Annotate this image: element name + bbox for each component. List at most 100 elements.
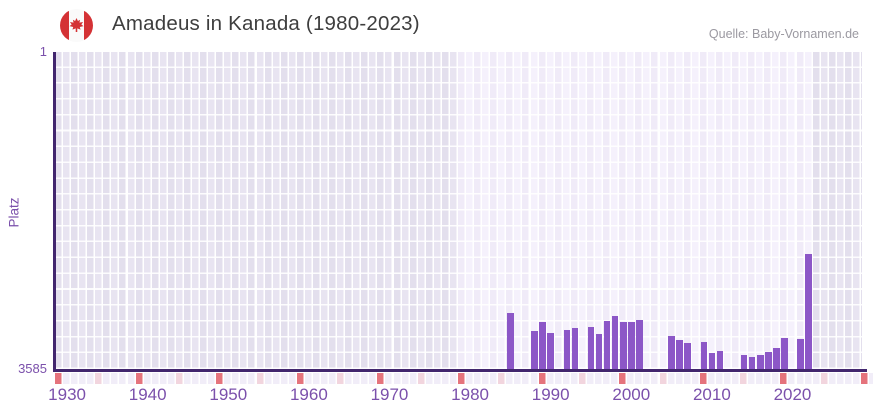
- rank-bar-2000[interactable]: [627, 322, 635, 369]
- x-tick-label: 1940: [128, 385, 167, 404]
- strip-cell: [772, 372, 781, 384]
- strip-cell: [159, 372, 168, 384]
- strip-cell: [143, 372, 152, 384]
- strip-cell: [732, 372, 741, 384]
- strip-cell: [87, 372, 96, 384]
- rank-bar-1999[interactable]: [619, 322, 627, 369]
- strip-cell: [474, 372, 483, 384]
- strip-cell: [272, 372, 281, 384]
- rank-bar-1996[interactable]: [595, 334, 603, 369]
- strip-cell: [490, 372, 499, 384]
- rank-bar-2009[interactable]: [700, 342, 708, 369]
- strip-cell-red: [861, 372, 870, 384]
- strip-cell: [248, 372, 257, 384]
- rank-bar-2018[interactable]: [773, 348, 780, 369]
- strip-cell: [756, 372, 765, 384]
- x-axis-line: [53, 369, 867, 372]
- strip-cell: [320, 372, 330, 384]
- strip-cell: [151, 372, 160, 384]
- strip-cell-red: [619, 372, 628, 384]
- rank-bar-2021[interactable]: [797, 338, 804, 369]
- strip-cell-pink: [659, 372, 668, 384]
- strip-cell-pink: [498, 372, 507, 384]
- strip-cell: [232, 372, 241, 384]
- strip-cell: [836, 372, 845, 384]
- strip-cell: [506, 372, 515, 384]
- source-attribution: Quelle: Baby-Vornamen.de: [708, 27, 859, 41]
- strip-cell-pink: [175, 372, 184, 384]
- strip-cell-red: [780, 372, 789, 384]
- strip-cell: [264, 372, 273, 384]
- rank-bar-1990[interactable]: [547, 333, 554, 369]
- strip-cell: [748, 372, 757, 384]
- rank-bar-1988[interactable]: [531, 330, 538, 369]
- strip-cell: [208, 372, 217, 384]
- x-tick-label: 2020: [773, 385, 812, 404]
- strip-cell: [723, 372, 733, 384]
- strip-cell: [683, 372, 692, 384]
- strip-cell: [433, 372, 442, 384]
- strip-cell: [482, 372, 491, 384]
- strip-cell-red: [55, 372, 64, 384]
- strip-cell: [514, 372, 523, 384]
- canada-flag-icon: [60, 9, 93, 42]
- rank-bar-2007[interactable]: [684, 342, 691, 369]
- rank-bar-2019[interactable]: [781, 338, 788, 369]
- x-tick-label: 2000: [612, 385, 651, 404]
- strip-cell: [707, 372, 716, 384]
- rank-bar-1997[interactable]: [603, 321, 611, 369]
- strip-cell-pink: [95, 372, 104, 384]
- strip-cell: [788, 372, 797, 384]
- rank-bar-2017[interactable]: [765, 352, 772, 369]
- rank-bar-2014[interactable]: [740, 354, 748, 369]
- strip-cell: [288, 372, 297, 384]
- strip-cell-red: [296, 372, 305, 384]
- strip-cell: [554, 372, 563, 384]
- x-tick-label: 1980: [451, 385, 489, 404]
- strip-cell: [449, 372, 458, 384]
- strip-cell: [409, 372, 418, 384]
- strip-cell-pink: [820, 372, 829, 384]
- strip-cell: [280, 372, 289, 384]
- strip-cell-red: [377, 372, 386, 384]
- rank-bar-2005[interactable]: [668, 336, 675, 369]
- strip-cell: [627, 372, 636, 384]
- rank-bar-2001[interactable]: [636, 319, 643, 369]
- strip-cell: [240, 372, 249, 384]
- strip-cell: [441, 372, 450, 384]
- rank-bar-2015[interactable]: [748, 357, 756, 369]
- strip-cell: [369, 372, 378, 384]
- strip-cell: [385, 372, 394, 384]
- strip-cell-pink: [578, 372, 587, 384]
- rank-bar-2022[interactable]: [805, 254, 812, 369]
- strip-cell: [353, 372, 362, 384]
- rank-bar-1989[interactable]: [539, 322, 546, 369]
- rank-bar-1992[interactable]: [563, 330, 571, 369]
- strip-cell-pink: [256, 372, 265, 384]
- rank-bar-2010[interactable]: [708, 353, 716, 369]
- x-tick-label: 1970: [370, 385, 409, 404]
- strip-cell: [119, 372, 128, 384]
- strip-cell: [167, 372, 176, 384]
- rank-bar-2011[interactable]: [716, 351, 724, 369]
- strip-cell: [869, 372, 873, 384]
- rank-bar-2006[interactable]: [676, 340, 683, 369]
- gridlines: [55, 52, 862, 369]
- y-axis-tick-bottom: 3585: [18, 361, 47, 376]
- strip-cell: [522, 372, 531, 384]
- strip-cell: [828, 372, 837, 384]
- rank-bar-1993[interactable]: [571, 328, 579, 369]
- strip-cell: [570, 372, 579, 384]
- rank-bar-1985[interactable]: [507, 312, 514, 369]
- strip-cell: [643, 372, 652, 384]
- rank-bar-2016[interactable]: [756, 354, 764, 369]
- rank-bar-1995[interactable]: [587, 326, 595, 369]
- strip-cell: [635, 372, 644, 384]
- rank-bar-1998[interactable]: [611, 316, 619, 369]
- strip-cell: [796, 372, 805, 384]
- strip-cell: [595, 372, 604, 384]
- strip-cell-red: [458, 372, 467, 384]
- y-axis-tick-top: 1: [39, 44, 47, 59]
- strip-cell: [562, 372, 571, 384]
